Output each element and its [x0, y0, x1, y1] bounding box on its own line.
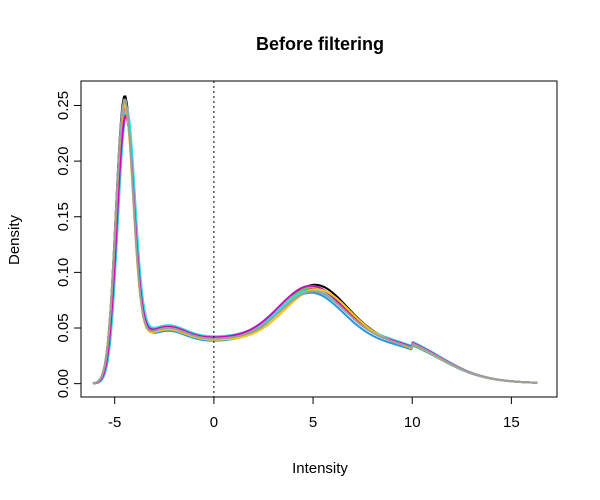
plot-frame [80, 80, 558, 398]
x-tick-label: 0 [210, 414, 218, 431]
chart-title: Before filtering [256, 34, 384, 54]
density-series-3 [92, 100, 538, 385]
x-tick-label: 15 [503, 414, 520, 431]
x-tick-label: -5 [108, 414, 121, 431]
density-series-5 [92, 107, 538, 385]
density-series-7 [92, 104, 538, 385]
y-tick-label: 0.00 [55, 369, 72, 398]
y-tick-label: 0.20 [55, 147, 72, 176]
y-tick-label: 0.10 [55, 258, 72, 287]
density-series-8 [92, 98, 538, 385]
x-axis: -5 0 5 10 15 [108, 396, 520, 431]
x-tick-label: 5 [309, 414, 317, 431]
density-curves [92, 95, 538, 385]
density-series-4 [92, 111, 538, 385]
y-axis: 0.00 0.05 0.10 0.15 0.20 0.25 [55, 91, 82, 398]
x-tick-label: 10 [404, 414, 421, 431]
y-tick-label: 0.15 [55, 202, 72, 231]
density-series-6 [92, 114, 538, 385]
x-axis-title: Intensity [292, 460, 348, 477]
density-series-2 [92, 105, 538, 385]
y-tick-label: 0.05 [55, 313, 72, 342]
density-series-1 [92, 95, 538, 385]
y-tick-label: 0.25 [55, 91, 72, 120]
y-axis-title: Density [6, 214, 23, 265]
